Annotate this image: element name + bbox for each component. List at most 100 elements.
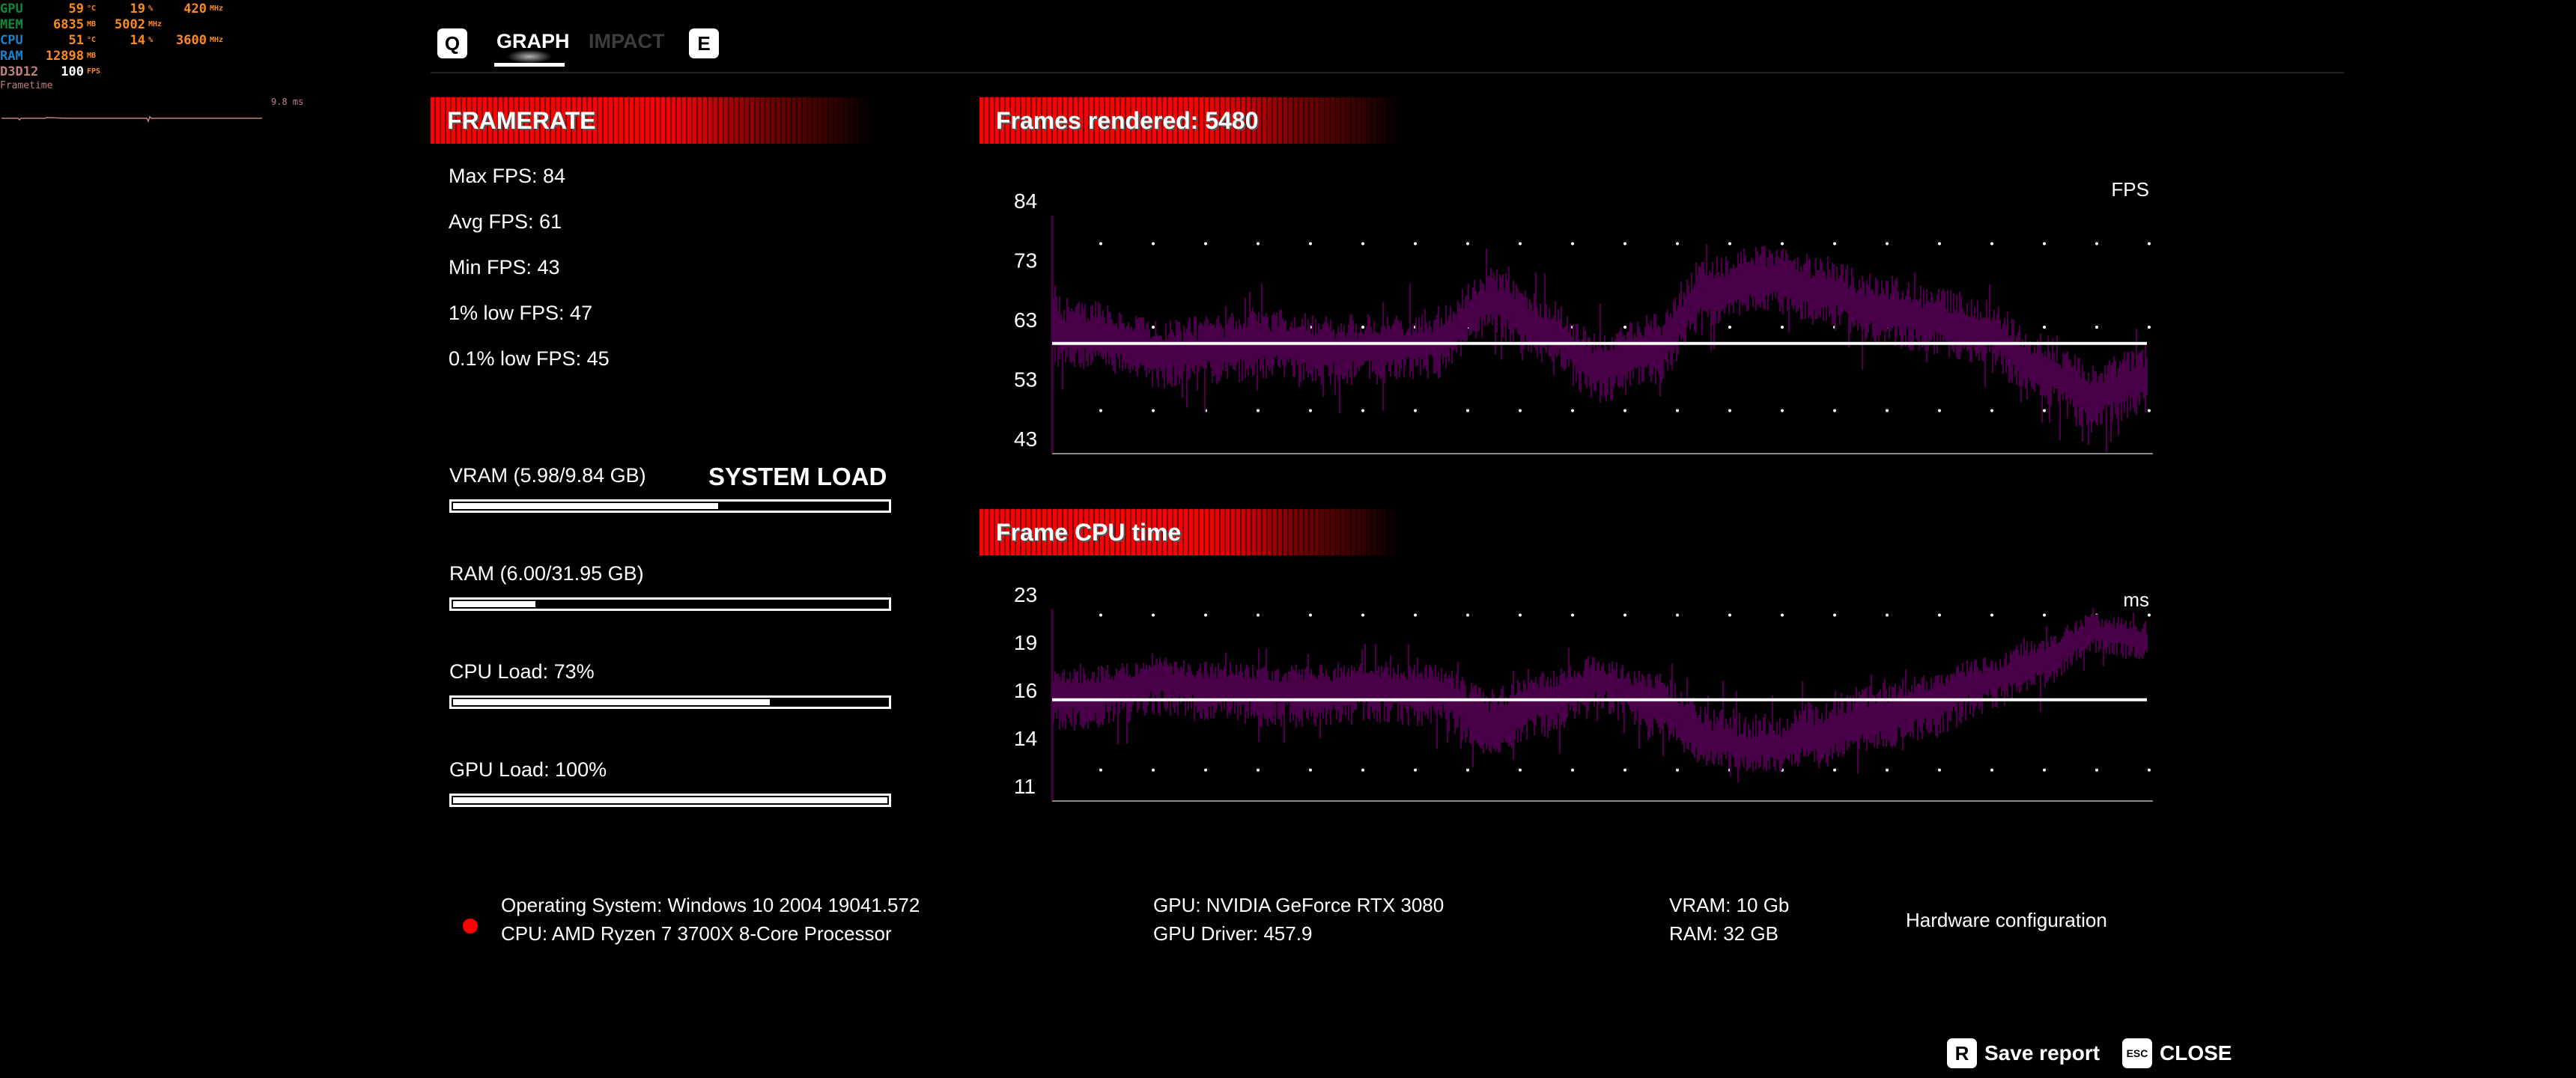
grid-dot [1152,409,1155,412]
series-1 [1051,607,2148,783]
overlay-unit: MB [87,20,97,28]
grid-dot [1257,409,1260,412]
grid-dot [1309,768,1312,772]
hardware-configuration-link[interactable]: Hardware configuration [1906,909,2107,931]
grid-dot [1571,613,1574,617]
framerate-title: FRAMERATE [447,106,596,134]
grid-dot [1099,242,1102,246]
grid-dot [1414,242,1417,246]
vram-bar-fill [453,503,718,509]
frametime-label: Frametime [0,80,53,91]
grid-dot [1309,409,1312,412]
grid-dot [1728,409,1731,412]
grid-dot [2148,613,2151,617]
next-tab-key[interactable]: E [689,28,719,58]
overlay-value: 3600 [176,33,207,48]
overlay-label: D3D12 [0,64,39,79]
grid-dot [1309,613,1312,617]
grid-dot [2095,768,2098,772]
system-info-memory: VRAM: 10 Gb RAM: 32 GB [1669,891,1789,948]
overlay-row-gpu: GPU 59 °C 19% 420 MHz [0,1,223,17]
gpu-info: GPU: NVIDIA GeForce RTX 3080 [1153,894,1445,916]
overlay-row-ram: RAM 12898 MB [0,49,223,64]
grid-dot [1309,242,1312,246]
save-report-button[interactable]: R Save report [1947,1038,2100,1068]
grid-dot [1938,409,1941,412]
grid-dot [1833,768,1836,772]
grid-dot [1152,613,1155,617]
frametime-value: 9.8 ms [271,97,304,107]
prev-tab-key[interactable]: Q [437,28,467,58]
vram-load: VRAM (5.98/9.84 GB) [449,464,891,562]
grid-dot [1623,242,1626,246]
overlay-row-mem: MEM 6835 MB 5002 MHz [0,17,223,33]
cpu-info: CPU: AMD Ryzen 7 3700X 8-Core Processor [501,922,892,945]
grid-dot [1257,242,1260,246]
grid-dot [1099,613,1102,617]
overlay-value: 51 [68,33,84,48]
tab-active-underline [494,63,565,67]
grid-dot [1990,613,1993,617]
overlay-value: 100 [61,64,84,79]
overlay-value: 14 [130,33,145,48]
grid-dot [1571,242,1574,246]
grid-dot [1519,768,1522,772]
gpu-load-bar-fill [453,797,887,803]
overlay-value: 59 [68,1,84,16]
cpu-load-bar-fill [453,699,771,705]
grid-dot [1990,768,1993,772]
ram-label: RAM (6.00/31.95 GB) [449,562,644,585]
overlay-unit: MHz [148,20,162,28]
grid-dot [1204,613,1207,617]
overlay-unit: % [148,4,154,13]
grid-dot [1414,613,1417,617]
overlay-row-cpu: CPU 51 °C 14% 3600 MHz [0,33,223,49]
grid-dot [1361,768,1364,772]
cpu-time-chart: 23 19 16 14 11 ms [1014,583,2153,802]
grid-dot [1781,242,1784,246]
frames-rendered-banner: Frames rendered: 5480 [979,97,1399,144]
grid-dot [2148,768,2151,772]
grid-dot [1466,409,1469,412]
grid-dot [1938,613,1941,617]
overlay-label: RAM [0,49,23,64]
tab-impact[interactable]: IMPACT [589,30,665,52]
grid-dot [1414,409,1417,412]
close-button[interactable]: ESC CLOSE [2122,1038,2232,1068]
grid-dot [1152,768,1155,772]
y-tick-label: 16 [1014,679,1037,702]
overlay-row-d3d12: D3D12 100 FPS [0,64,223,80]
grid-dot [1519,409,1522,412]
overlay-unit: MHz [210,36,224,44]
grid-dot [1728,613,1731,617]
frame-cpu-time-title: Frame CPU time [996,518,1182,546]
grid-dot [2095,326,2098,329]
y-tick-label: 63 [1014,308,1037,332]
y-tick-label: 43 [1014,427,1037,451]
min-fps: Min FPS: 43 [449,256,560,278]
grid-dot [1728,242,1731,246]
grid-dot [2043,326,2046,329]
grid-dot [1833,613,1836,617]
grid-dot [1466,768,1469,772]
tab-graph[interactable]: GRAPH [496,30,570,52]
close-label: CLOSE [2160,1041,2232,1065]
framerate-stats: Max FPS: 84 Avg FPS: 61 Min FPS: 43 1% l… [449,165,610,393]
grid-dot [1990,242,1993,246]
cpu-load-bar [449,695,891,709]
gpu-load-bar [449,794,891,807]
grid-dot [1886,768,1889,772]
overlay-label: GPU [0,1,23,16]
grid-dot [1623,409,1626,412]
grid-dot [1414,768,1417,772]
system-info-os-cpu: Operating System: Windows 10 2004 19041.… [501,891,920,948]
grid-dot [1781,409,1784,412]
grid-dot [1990,409,1993,412]
overlay-unit: FPS [87,67,101,76]
grid-dot [1938,242,1941,246]
overlay-value: 19 [130,1,145,16]
save-report-label: Save report [1984,1041,2100,1065]
grid-dot [2095,242,2098,246]
max-fps: Max FPS: 84 [449,165,566,187]
overlay-label: CPU [0,33,23,48]
